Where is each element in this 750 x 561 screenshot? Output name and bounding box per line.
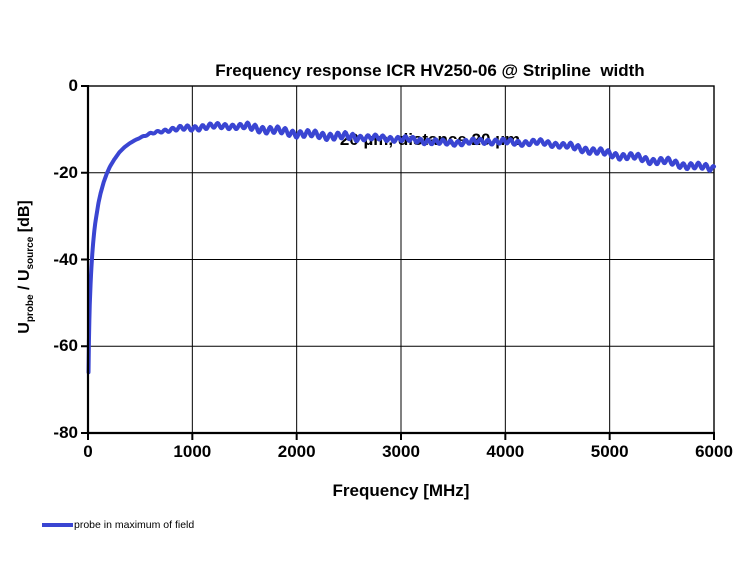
y-tick-label: -40 bbox=[53, 249, 78, 269]
x-tick-label: 5000 bbox=[590, 442, 629, 461]
legend-entry-label: probe in maximum of field bbox=[74, 519, 195, 531]
chart-title-line1: Frequency response ICR HV250-06 @ Stripl… bbox=[215, 61, 645, 80]
x-tick-label: 2000 bbox=[277, 442, 316, 461]
y-tick-label: 0 bbox=[68, 76, 78, 95]
legend: probe in maximum of field bbox=[42, 517, 194, 533]
y-tick-label: -60 bbox=[53, 336, 78, 356]
x-tick-label: 4000 bbox=[486, 442, 525, 461]
y-tick-label: -20 bbox=[53, 162, 78, 182]
series-line-probe bbox=[86, 120, 716, 375]
legend-line-swatch bbox=[42, 523, 73, 527]
x-axis-title: Frequency [MHz] bbox=[332, 481, 470, 500]
x-tick-label: 0 bbox=[83, 442, 93, 461]
x-tick-label: 6000 bbox=[695, 442, 733, 461]
x-tick-label: 1000 bbox=[173, 442, 212, 461]
y-tick-label: -80 bbox=[53, 423, 78, 442]
x-tick-label: 3000 bbox=[382, 442, 420, 461]
